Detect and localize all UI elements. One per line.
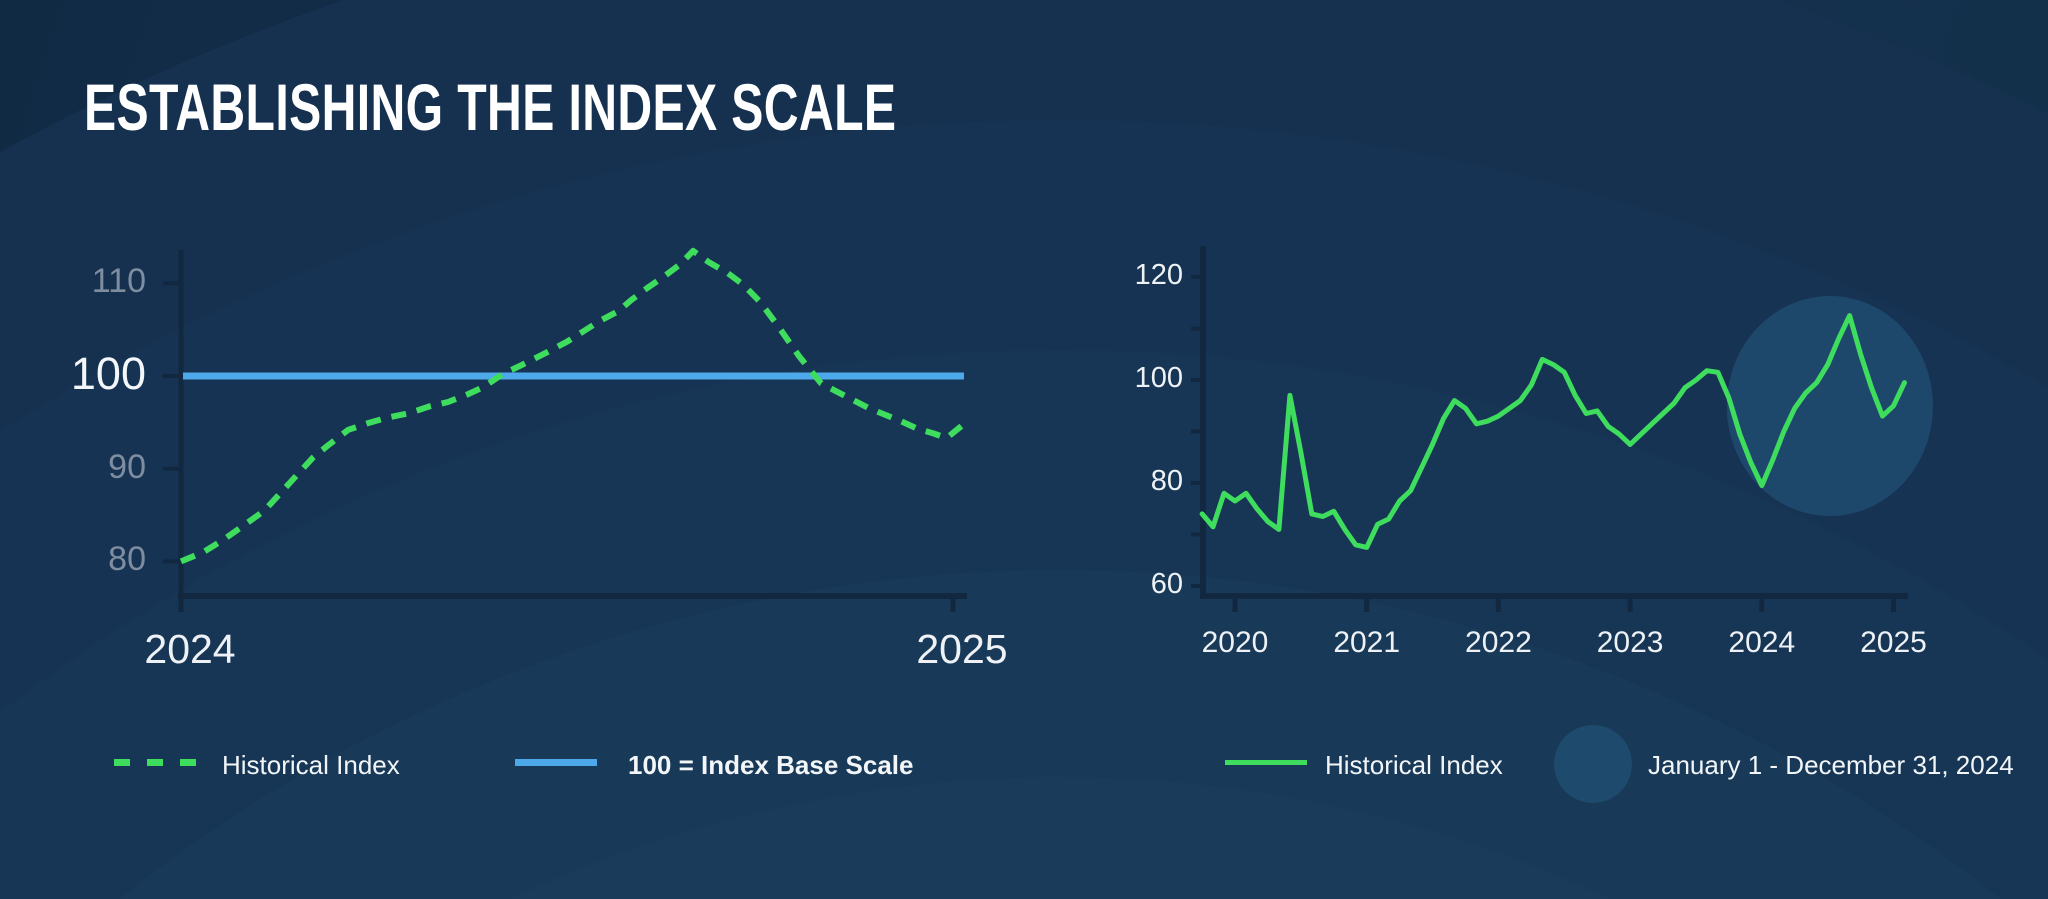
left-chart-y-tick-label: 110 [91,262,146,301]
legend-label-2024-period: January 1 - December 31, 2024 [1648,750,2014,780]
right-chart-x-tick-label: 2020 [1201,626,1269,659]
dashed-line-legend-swatch [114,759,196,766]
page-title: ESTABLISHING THE INDEX SCALE [84,70,897,144]
right-chart-x-tick-label: 2024 [1728,626,1796,659]
right-chart-y-tick-label: 80 [1150,465,1183,498]
right-chart-y-tick-label: 100 [1134,362,1183,395]
solid-line-legend-swatch [1225,760,1307,765]
highlight-circle-legend-swatch [1554,725,1632,803]
left-chart-x-tick-label: 2025 [916,626,1008,672]
right-chart-x-tick-label: 2023 [1596,626,1664,659]
right-chart-y-tick-label: 60 [1150,568,1183,601]
left-chart-y-tick-label: 80 [108,540,146,579]
left-historical-index-line [179,247,965,565]
right-chart-x-tick-label: 2021 [1333,626,1401,659]
left-chart-x-tick-label: 2024 [144,626,236,672]
right-chart-y-tick-label: 120 [1134,259,1183,292]
left-chart-y-tick-label: 100 [70,347,146,399]
right-chart-x-tick-label: 2022 [1465,626,1532,659]
right-historical-index-line [1199,313,1907,550]
highlight-2024-circle [1726,296,1933,516]
legend-label-index-base-scale: 100 = Index Base Scale [628,750,914,780]
base-scale-line-legend-swatch [515,759,597,766]
legend-label-historical-index-left: Historical Index [222,750,400,780]
right-chart-x-tick-label: 2025 [1860,626,1927,659]
left-chart-y-tick-label: 90 [108,447,146,486]
legend-label-historical-index-right: Historical Index [1325,750,1503,780]
